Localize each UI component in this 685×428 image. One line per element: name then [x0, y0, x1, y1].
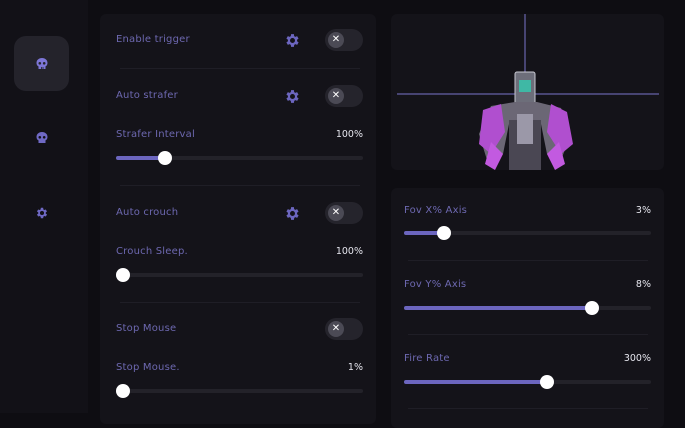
slider-thumb[interactable] [158, 151, 173, 165]
crouch-sleep-label: Crouch Sleep. [116, 246, 188, 257]
sidebar-item-skull[interactable] [14, 110, 69, 165]
divider [120, 302, 360, 303]
auto-strafer-settings-gear-icon[interactable] [284, 88, 301, 105]
stop-mouse-slider-label: Stop Mouse. [116, 362, 180, 373]
auto-strafer-toggle[interactable]: ✕ [325, 85, 363, 107]
slider-thumb[interactable] [584, 301, 599, 315]
auto-crouch-toggle[interactable]: ✕ [325, 202, 363, 224]
stop-mouse-label: Stop Mouse [116, 323, 177, 334]
sidebar-item-settings[interactable] [14, 185, 69, 240]
divider [408, 260, 648, 261]
skull-icon [36, 131, 47, 143]
auto-crouch-label: Auto crouch [116, 207, 179, 218]
auto-crouch-settings-gear-icon[interactable] [284, 205, 301, 222]
aim-settings-panel: Fov X% Axis 3% Fov Y% Axis 8% Fire Rate … [391, 188, 664, 428]
fov-y-slider[interactable] [404, 301, 651, 315]
stop-mouse-slider-value: 1% [347, 362, 363, 373]
fire-rate-slider[interactable] [404, 375, 651, 389]
skull-icon [36, 57, 47, 69]
player-model-preview [397, 14, 659, 170]
divider [408, 408, 648, 409]
auto-strafer-label: Auto strafer [116, 90, 178, 101]
strafer-interval-label: Strafer Interval [116, 129, 195, 140]
close-icon: ✕ [328, 321, 344, 337]
fov-y-label: Fov Y% Axis [404, 279, 467, 290]
fov-y-value: 8% [635, 279, 651, 290]
slider-thumb[interactable] [540, 375, 555, 389]
slider-thumb[interactable] [116, 384, 130, 398]
strafer-interval-slider[interactable] [116, 151, 363, 165]
fire-rate-value: 300% [623, 353, 651, 364]
close-icon: ✕ [328, 88, 344, 104]
sidebar-item-skull-active[interactable] [14, 36, 69, 91]
gear-icon [36, 207, 47, 218]
left-settings-panel: Enable trigger ✕ Auto strafer ✕ Strafer … [100, 14, 376, 424]
close-icon: ✕ [328, 32, 344, 48]
divider [120, 185, 360, 186]
robot-figure [479, 71, 573, 170]
stop-mouse-toggle[interactable]: ✕ [325, 318, 363, 340]
fov-x-label: Fov X% Axis [404, 205, 468, 216]
strafer-interval-value: 100% [335, 129, 363, 140]
divider [408, 334, 648, 335]
enable-trigger-label: Enable trigger [116, 34, 190, 45]
fov-x-value: 3% [635, 205, 651, 216]
crouch-sleep-value: 100% [335, 246, 363, 257]
fire-rate-label: Fire Rate [404, 353, 450, 364]
crouch-sleep-slider[interactable] [116, 268, 363, 282]
slider-thumb[interactable] [116, 268, 130, 282]
player-preview-panel [391, 14, 664, 170]
slider-thumb[interactable] [436, 226, 451, 240]
fov-x-slider[interactable] [404, 226, 651, 240]
sidebar [0, 0, 88, 413]
enable-trigger-settings-gear-icon[interactable] [284, 32, 301, 49]
divider [120, 68, 360, 69]
enable-trigger-toggle[interactable]: ✕ [325, 29, 363, 51]
close-icon: ✕ [328, 205, 344, 221]
stop-mouse-slider[interactable] [116, 384, 363, 398]
